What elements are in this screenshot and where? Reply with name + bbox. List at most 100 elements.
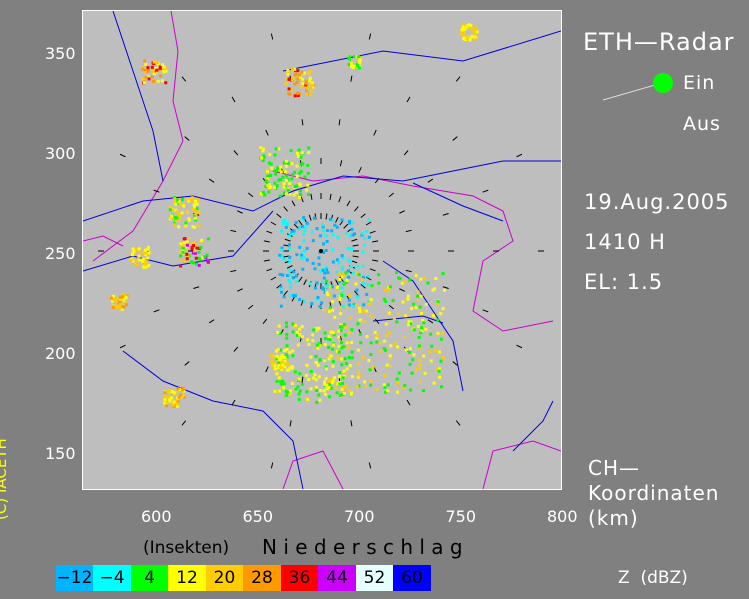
echo-pixel: [356, 375, 360, 379]
echo-pixel: [323, 271, 327, 275]
echo-pixel: [305, 88, 309, 92]
echo-pixel: [292, 270, 296, 274]
echo-pixel: [177, 395, 181, 399]
echo-pixel: [461, 30, 465, 34]
echo-pixel: [436, 318, 440, 322]
x-tick-label: 700: [344, 507, 375, 526]
echo-pixel: [428, 350, 432, 354]
echo-pixel: [300, 335, 304, 339]
echo-pixel: [280, 246, 284, 250]
echo-pixel: [287, 390, 291, 394]
echo-pixel: [297, 73, 301, 77]
echo-pixel: [281, 175, 285, 179]
echo-pixel: [168, 399, 172, 403]
echo-pixel: [388, 331, 392, 335]
title: ETH—Radar: [583, 28, 735, 56]
echo-pixel: [282, 185, 286, 189]
echo-pixel: [307, 146, 311, 150]
echo-pixel: [307, 378, 311, 382]
echo-pixel: [311, 261, 315, 265]
echo-pixel: [347, 356, 351, 360]
status-off-label: Aus: [683, 113, 721, 135]
echo-pixel: [418, 380, 422, 384]
echo-pixel: [382, 339, 386, 343]
echo-pixel: [300, 70, 304, 74]
echo-pixel: [340, 341, 344, 345]
echo-pixel: [275, 354, 279, 358]
echo-pixel: [186, 237, 190, 241]
echo-pixel: [262, 147, 266, 151]
echo-pixel: [385, 334, 389, 338]
echo-pixel: [323, 290, 327, 294]
echo-pixel: [141, 67, 145, 71]
echo-pixel: [281, 363, 285, 367]
echo-pixel: [274, 349, 278, 353]
echo-pixel: [177, 215, 181, 219]
echo-pixel: [309, 69, 313, 73]
echo-pixel: [182, 237, 186, 241]
echo-pixel: [392, 316, 396, 320]
echo-pixel: [305, 258, 309, 262]
echo-pixel: [429, 332, 433, 336]
echo-pixel: [415, 368, 419, 372]
echo-pixel: [345, 278, 349, 282]
echo-pixel: [301, 77, 305, 81]
echo-pixel: [192, 203, 196, 207]
date: 19.Aug.2005: [584, 190, 730, 214]
echo-pixel: [276, 330, 280, 334]
echo-pixel: [438, 375, 442, 379]
echo-pixel: [337, 329, 341, 333]
echo-pixel: [117, 301, 121, 305]
echo-pixel: [284, 82, 288, 86]
echo-pixel: [293, 82, 297, 86]
echo-pixel: [166, 395, 170, 399]
range-tick: [181, 76, 187, 82]
echo-pixel: [304, 374, 308, 378]
color-legend: −12 −4 4 12 20 28 36 44 52 60: [56, 565, 431, 591]
echo-pixel: [337, 287, 341, 291]
echo-pixel: [421, 318, 425, 322]
echo-pixel: [348, 331, 352, 335]
echo-pixel: [305, 246, 309, 250]
echo-pixel: [175, 391, 179, 395]
echo-pixel: [309, 387, 313, 391]
echo-pixel: [342, 323, 346, 327]
range-tick: [298, 219, 303, 226]
echo-pixel: [298, 171, 302, 175]
echo-pixel: [130, 253, 134, 257]
echo-pixel: [353, 55, 357, 59]
echo-pixel: [439, 312, 443, 316]
echo-pixel: [384, 322, 388, 326]
echo-pixel: [284, 164, 288, 168]
echo-pixel: [111, 299, 115, 303]
echo-pixel: [286, 68, 290, 72]
echo-pixel: [259, 192, 263, 196]
echo-pixel: [197, 250, 201, 254]
range-tick: [388, 192, 395, 198]
echo-pixel: [441, 355, 445, 359]
echo-pixel: [304, 225, 308, 229]
echo-pixel: [331, 300, 335, 304]
range-tick: [427, 319, 434, 324]
echo-pixel: [185, 252, 189, 256]
echo-pixel: [327, 386, 331, 390]
echo-pixel: [346, 258, 350, 262]
echo-pixel: [417, 344, 421, 348]
echo-pixel: [193, 214, 197, 218]
echo-pixel: [282, 382, 286, 386]
echo-pixel: [131, 259, 135, 263]
echo-pixel: [280, 367, 284, 371]
echo-pixel: [270, 353, 274, 357]
echo-pixel: [351, 221, 355, 225]
echo-pixel: [278, 358, 282, 362]
echo-pixel: [282, 257, 286, 261]
echo-pixel: [342, 391, 346, 395]
echo-pixel: [315, 389, 319, 393]
echo-pixel: [341, 256, 345, 260]
echo-pixel: [367, 358, 371, 362]
echo-pixel: [406, 294, 410, 298]
country-borders: [82, 10, 562, 490]
echo-pixel: [344, 231, 348, 235]
range-tick: [350, 420, 353, 427]
echo-pixel: [327, 357, 331, 361]
